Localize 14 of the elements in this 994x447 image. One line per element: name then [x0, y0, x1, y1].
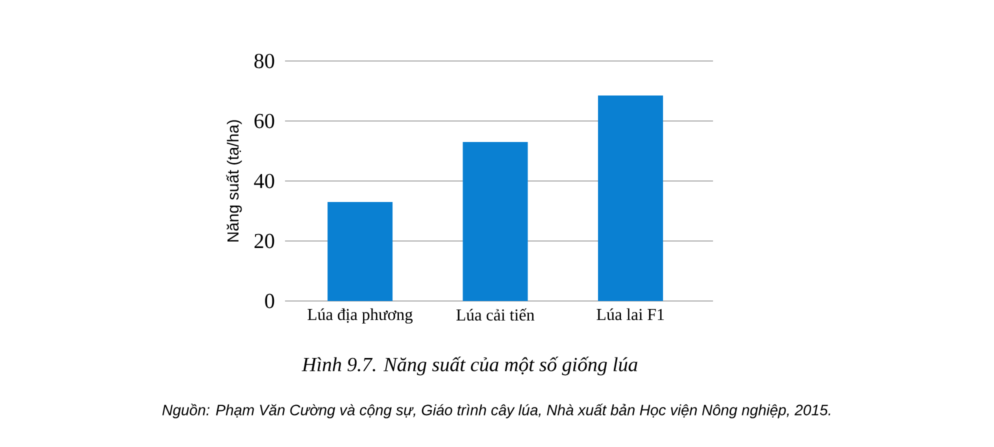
x-tick-label: Lúa lai F1: [596, 308, 664, 320]
bar: [462, 142, 528, 301]
text: Hình 9.7. Năng suất của một số giống lúa: [302, 356, 638, 376]
y-axis-title: Năng suất (tạ/ha): [226, 120, 242, 242]
y-tick-label: 20: [254, 234, 274, 248]
x-tick-label: Lúa địa phương: [308, 308, 413, 324]
text: Nguồn: Phạm Văn Cường và cộng sự, Giáo trình cây lúa, Nhà xuất bản Học viện Nông nghiệp, 2015.: [162, 404, 830, 418]
bar: [328, 202, 393, 301]
x-tick-label: Lúa cải tiến: [456, 308, 534, 321]
y-tick-label: 40: [254, 174, 274, 188]
y-tick-label: 60: [254, 114, 274, 128]
y-tick-label: 80: [254, 54, 274, 68]
bar: [598, 96, 664, 301]
y-tick-label: 0: [265, 294, 274, 308]
